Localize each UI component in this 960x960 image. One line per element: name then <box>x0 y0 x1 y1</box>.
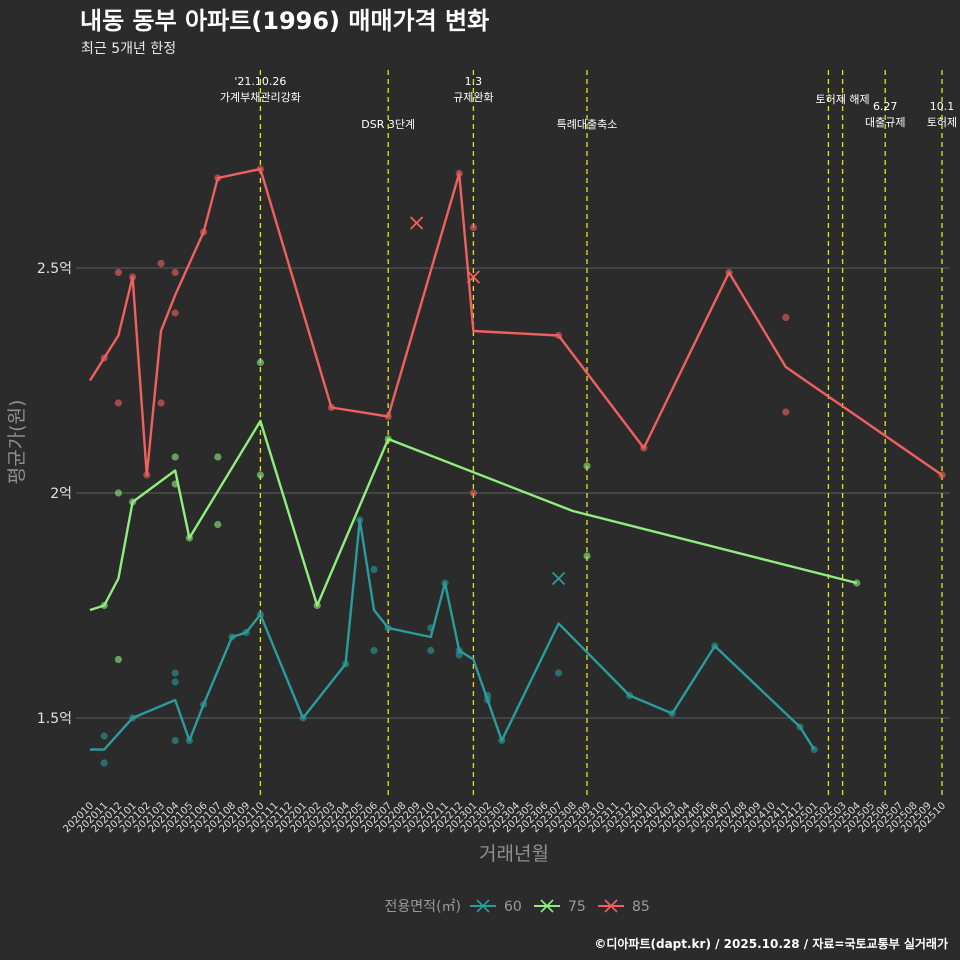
cross-stroke <box>466 270 481 284</box>
y-axis-ticks: 1.5억 2억 2.5억 <box>37 261 72 727</box>
event-label: 1.3 <box>465 75 483 88</box>
point-75 <box>256 471 264 479</box>
point-85 <box>469 223 477 232</box>
cross-stroke <box>551 571 566 586</box>
event-label: 토허제 해제 <box>816 92 870 106</box>
point-85 <box>171 309 179 317</box>
cross-point-60 <box>551 571 566 586</box>
point-60 <box>427 646 435 655</box>
grid-lines <box>76 267 950 719</box>
event-label: 가계부채관리강화 <box>220 91 301 104</box>
point-75 <box>853 579 861 587</box>
point-85 <box>114 268 122 277</box>
point-75 <box>114 655 122 664</box>
series-85 <box>88 165 946 497</box>
event-label: 6.27 <box>873 100 898 113</box>
point-60 <box>370 646 378 655</box>
point-75 <box>114 489 122 497</box>
line-60 <box>90 518 816 751</box>
point-60 <box>171 736 179 745</box>
point-60 <box>100 732 108 740</box>
y-tick-label: 2.5억 <box>37 261 72 277</box>
point-85 <box>171 268 179 277</box>
legend-item-60: 60 <box>470 899 522 915</box>
cross-point-85 <box>466 270 481 284</box>
point-60 <box>171 669 179 677</box>
legend-label: 85 <box>632 899 650 915</box>
cross-point-85 <box>409 216 424 230</box>
point-85 <box>114 399 122 407</box>
legend-label: 75 <box>568 899 586 915</box>
cross-stroke <box>409 216 424 230</box>
line-85 <box>88 167 943 477</box>
point-85 <box>157 399 165 407</box>
point-85 <box>469 489 477 497</box>
point-75 <box>171 453 179 461</box>
legend: 전용면적(㎡) 60 75 85 <box>385 899 650 915</box>
point-75 <box>583 552 591 560</box>
point-60 <box>370 565 378 574</box>
point-60 <box>555 669 563 677</box>
event-label: 대출규제 <box>865 116 905 129</box>
point-75 <box>583 462 591 470</box>
chart-subtitle: 최근 5개년 한정 <box>81 41 176 57</box>
legend-title: 전용면적(㎡) <box>385 899 461 915</box>
legend-cross <box>476 899 490 913</box>
series-75 <box>89 358 861 664</box>
point-75 <box>256 358 264 367</box>
legend-item-75: 75 <box>534 899 586 915</box>
event-label: 10.1 <box>930 100 955 113</box>
event-label: 토허제 <box>927 116 957 129</box>
y-tick-label: 1.5억 <box>37 711 72 727</box>
point-85 <box>782 408 790 416</box>
legend-item-85: 85 <box>598 899 650 915</box>
point-85 <box>782 313 790 322</box>
event-label: DSR 3단계 <box>361 118 415 131</box>
series-layer <box>88 165 946 767</box>
series-60 <box>90 516 818 767</box>
event-label: '21.10.26 <box>234 75 286 88</box>
event-label: 특례대출축소 <box>557 118 618 131</box>
point-75 <box>214 453 222 461</box>
point-75 <box>214 520 222 529</box>
legend-cross <box>604 899 618 913</box>
point-60 <box>100 759 108 767</box>
event-label: 규제완화 <box>453 91 493 104</box>
x-axis-ticks: 2020102020112020122021012021022021032021… <box>61 800 948 835</box>
line-75 <box>89 419 858 612</box>
point-60 <box>171 678 179 686</box>
source-caption: ©디아파트(dapt.kr) / 2025.10.28 / 자료=국토교통부 실… <box>594 936 948 951</box>
chart-title: 내동 동부 아파트(1996) 매매가격 변화 <box>80 7 489 35</box>
point-85 <box>157 259 165 268</box>
x-axis-title: 거래년월 <box>479 843 549 865</box>
legend-label: 60 <box>504 899 522 915</box>
y-axis-title: 평균가(원) <box>6 400 28 485</box>
legend-cross <box>540 899 554 913</box>
y-tick-label: 2억 <box>50 486 72 502</box>
